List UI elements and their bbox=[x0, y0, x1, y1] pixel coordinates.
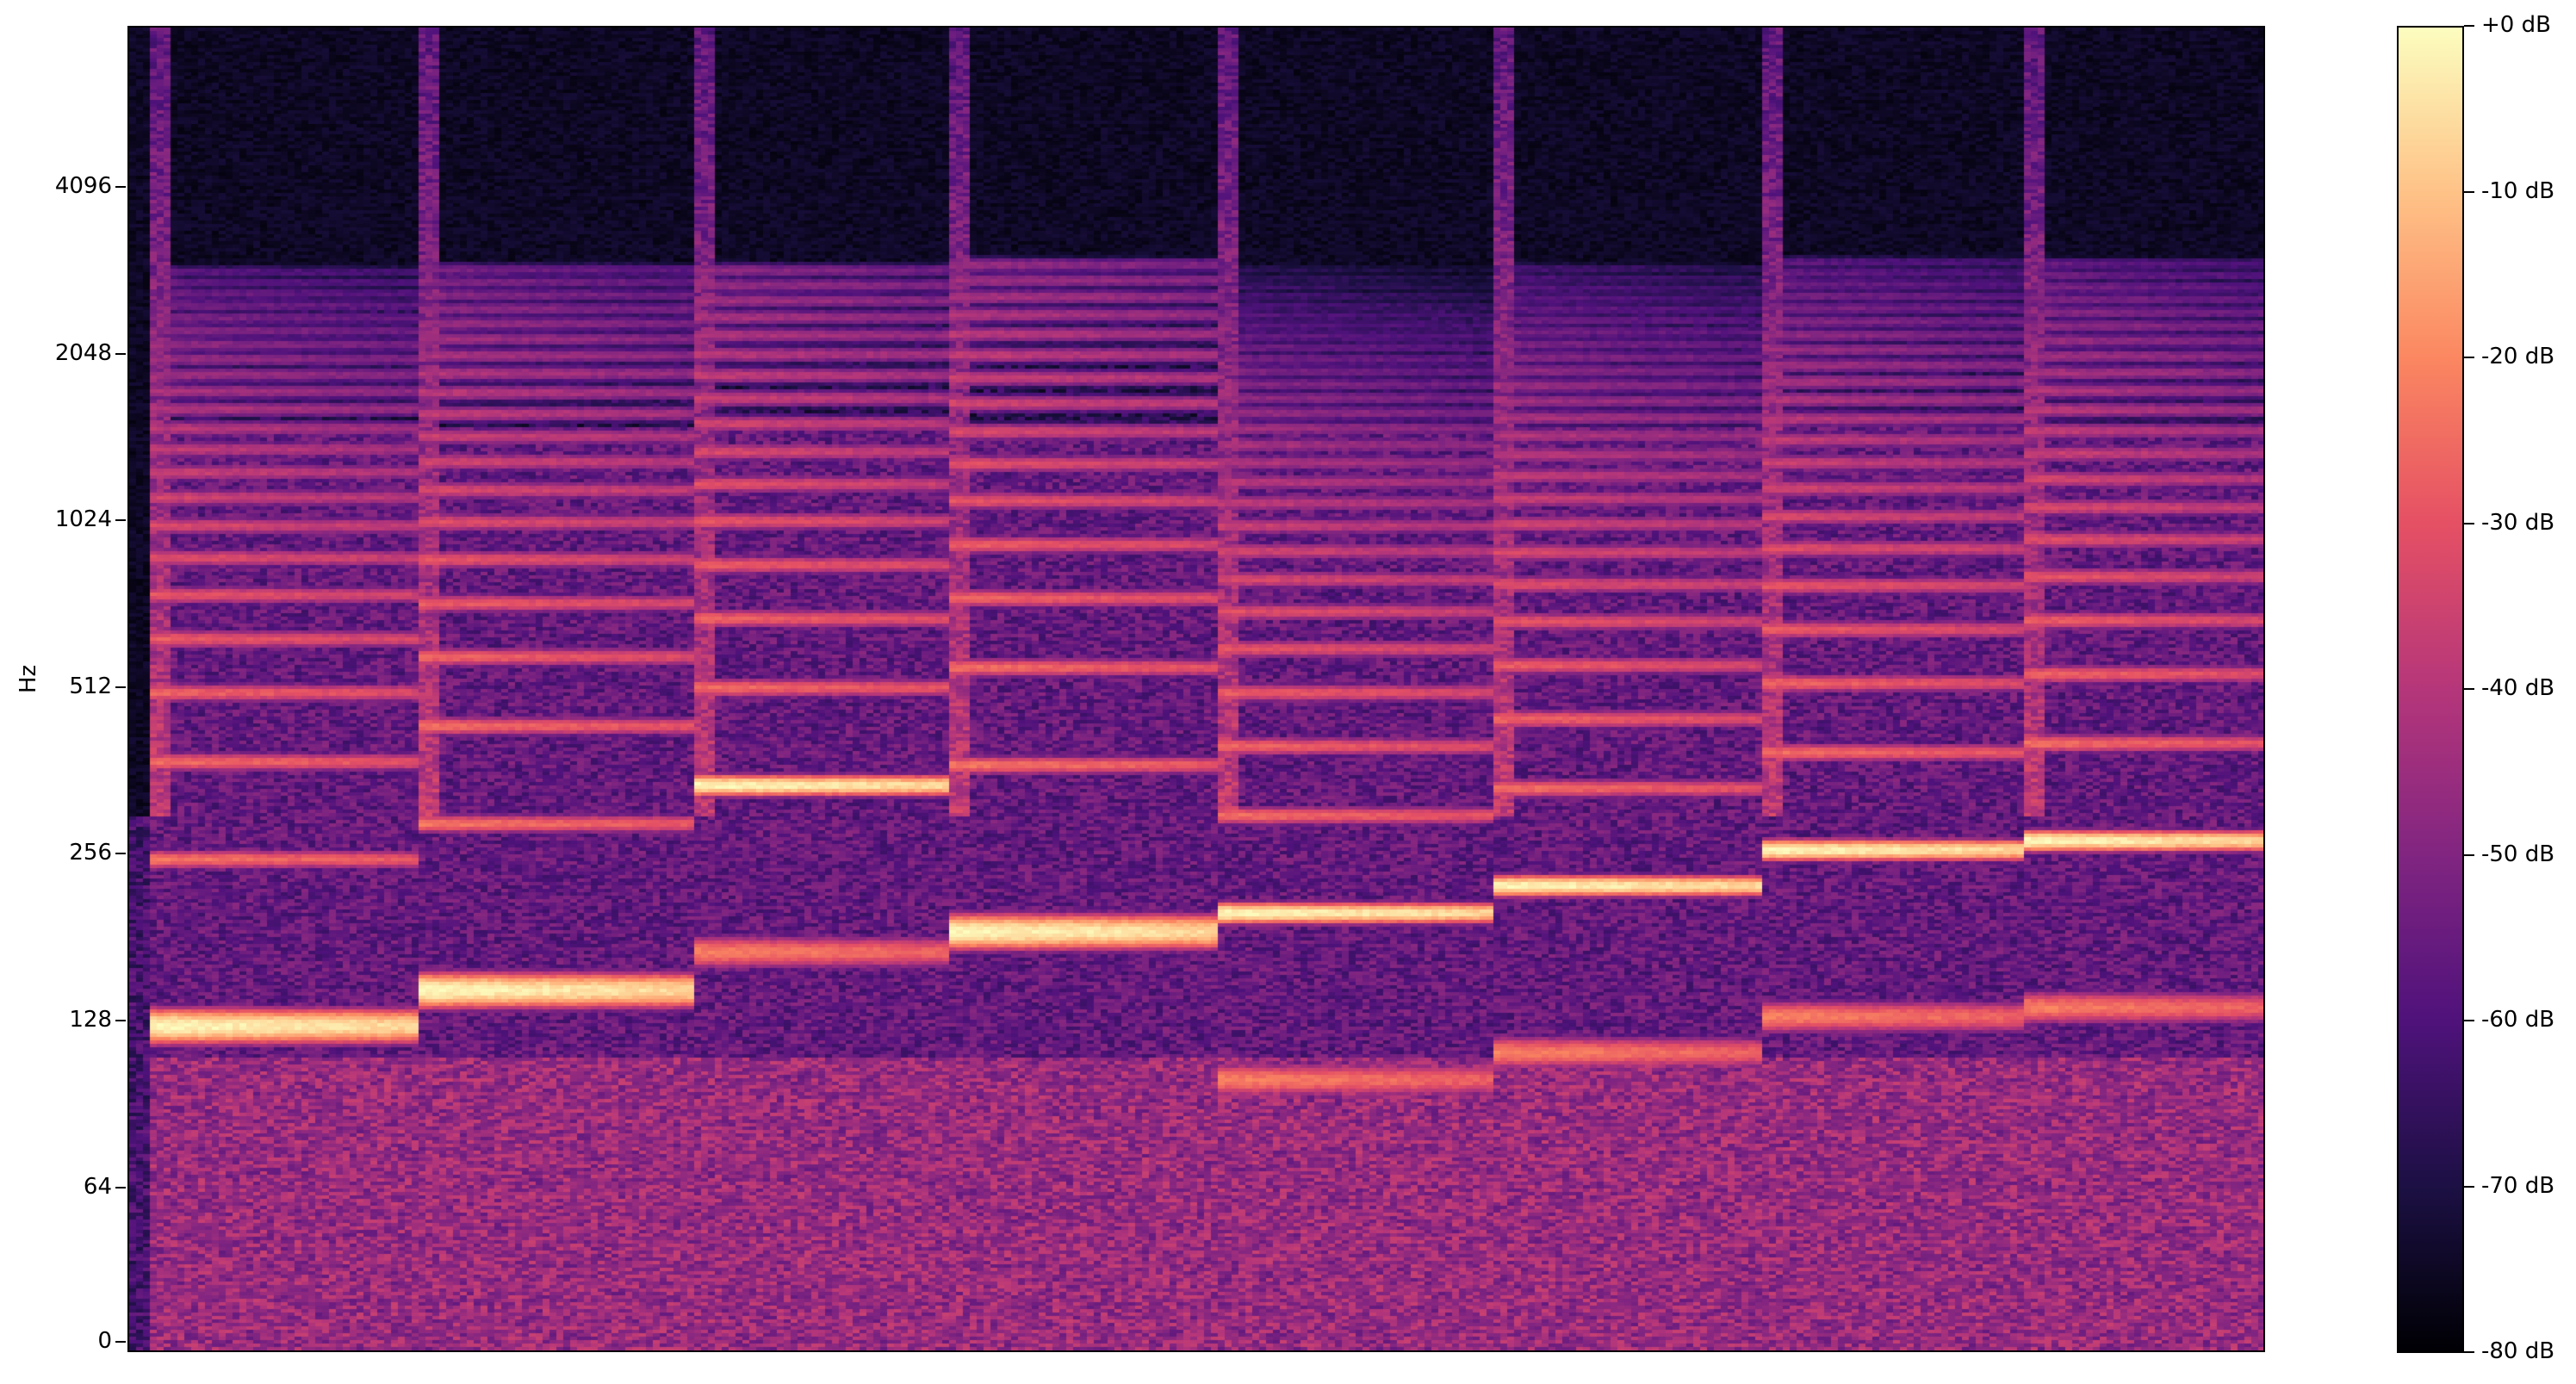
y-tick-mark bbox=[115, 1341, 126, 1343]
y-tick-label: 4096 bbox=[54, 173, 112, 199]
y-tick-label: 0 bbox=[97, 1328, 112, 1354]
y-tick-label: 512 bbox=[69, 673, 112, 699]
y-tick-label: 256 bbox=[69, 840, 112, 866]
y-tick-label: 2048 bbox=[54, 339, 112, 366]
colorbar-tick-label: -20 dB bbox=[2481, 344, 2555, 369]
y-axis-label: Hz bbox=[16, 664, 41, 693]
colorbar-tick-label: -30 dB bbox=[2481, 509, 2555, 536]
y-tick-label: 64 bbox=[83, 1173, 112, 1200]
spectrogram-heatmap bbox=[129, 28, 2263, 1350]
y-tick-label: 128 bbox=[69, 1007, 112, 1033]
colorbar-tick-label: +0 dB bbox=[2481, 12, 2551, 38]
y-tick-mark bbox=[115, 352, 126, 355]
colorbar-tick-mark bbox=[2464, 522, 2474, 524]
colorbar-tick-mark bbox=[2464, 25, 2474, 27]
colorbar-tick-mark bbox=[2464, 190, 2474, 193]
colorbar-tick-mark bbox=[2464, 1185, 2474, 1188]
colorbar-tick-label: -60 dB bbox=[2481, 1007, 2555, 1033]
colorbar-tick-label: -80 dB bbox=[2481, 1338, 2555, 1364]
y-tick-mark bbox=[115, 686, 126, 688]
colorbar-tick-mark bbox=[2464, 357, 2474, 358]
y-tick-mark bbox=[115, 1020, 126, 1021]
colorbar-tick-mark bbox=[2464, 688, 2474, 690]
colorbar-tick-mark bbox=[2464, 1351, 2474, 1353]
colorbar-tick-label: -10 dB bbox=[2481, 177, 2555, 204]
y-tick-mark bbox=[115, 853, 126, 855]
y-axis: 0 64 128 256 512 1024 2048 4096 bbox=[0, 26, 127, 1354]
y-tick-mark bbox=[115, 519, 126, 522]
y-tick-mark bbox=[115, 1186, 126, 1189]
colorbar-tick-label: -40 dB bbox=[2481, 675, 2555, 701]
colorbar bbox=[2397, 26, 2464, 1353]
colorbar-tick-mark bbox=[2464, 853, 2474, 856]
y-tick-mark bbox=[115, 186, 126, 188]
y-tick-label: 1024 bbox=[54, 506, 112, 533]
colorbar-tick-label: -70 dB bbox=[2481, 1172, 2555, 1199]
colorbar-tick-mark bbox=[2464, 1020, 2474, 1021]
spectrogram-plot bbox=[127, 26, 2265, 1352]
colorbar-tick-label: -50 dB bbox=[2481, 841, 2555, 867]
